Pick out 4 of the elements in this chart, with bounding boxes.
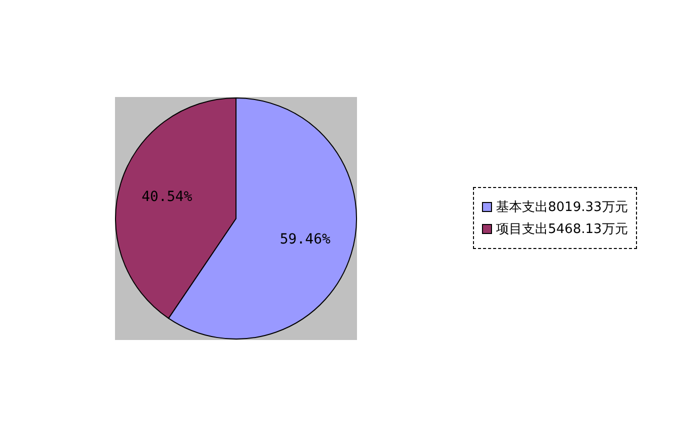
legend-label: 项目支出5468.13万元 xyxy=(495,221,628,238)
data-label: 59.46% xyxy=(280,231,331,248)
data-label: 40.54% xyxy=(142,188,193,205)
legend-label: 基本支出8019.33万元 xyxy=(495,199,628,216)
